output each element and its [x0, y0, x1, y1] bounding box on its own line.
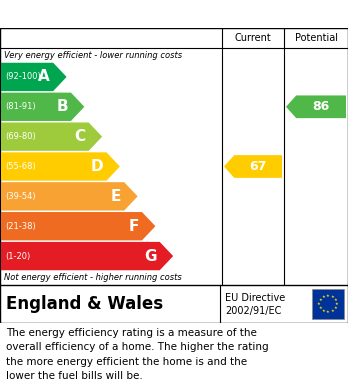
Polygon shape [1, 212, 156, 240]
Text: The energy efficiency rating is a measure of the
overall efficiency of a home. T: The energy efficiency rating is a measur… [6, 328, 269, 381]
Text: G: G [144, 249, 157, 264]
Bar [312, 289, 344, 319]
Text: F: F [129, 219, 139, 234]
Text: A: A [38, 70, 50, 84]
Polygon shape [1, 152, 120, 181]
Text: ★: ★ [326, 294, 330, 298]
Text: ★: ★ [322, 295, 325, 300]
Text: (1-20): (1-20) [5, 251, 30, 260]
Polygon shape [224, 155, 282, 178]
Text: B: B [56, 99, 68, 114]
Text: (39-54): (39-54) [5, 192, 35, 201]
Text: ★: ★ [318, 298, 322, 302]
Polygon shape [286, 95, 346, 118]
Text: D: D [91, 159, 103, 174]
Text: (69-80): (69-80) [5, 132, 36, 141]
Text: Not energy efficient - higher running costs: Not energy efficient - higher running co… [4, 273, 182, 283]
Text: (92-100): (92-100) [5, 72, 41, 81]
Text: ★: ★ [334, 306, 338, 310]
Text: ★: ★ [326, 310, 330, 314]
Text: 2002/91/EC: 2002/91/EC [225, 306, 282, 316]
Polygon shape [1, 122, 102, 151]
Text: ★: ★ [334, 298, 338, 302]
Text: ★: ★ [331, 308, 334, 313]
Polygon shape [1, 93, 84, 121]
Text: Potential: Potential [294, 33, 338, 43]
Text: England & Wales: England & Wales [6, 295, 163, 313]
Text: ★: ★ [331, 295, 334, 300]
Text: (81-91): (81-91) [5, 102, 35, 111]
Text: C: C [74, 129, 86, 144]
Text: Energy Efficiency Rating: Energy Efficiency Rating [6, 7, 197, 21]
Text: 67: 67 [250, 160, 267, 173]
Text: ★: ★ [318, 306, 322, 310]
Text: (55-68): (55-68) [5, 162, 36, 171]
Text: ★: ★ [317, 302, 321, 306]
Text: (21-38): (21-38) [5, 222, 36, 231]
Text: Very energy efficient - lower running costs: Very energy efficient - lower running co… [4, 50, 182, 59]
Text: 86: 86 [313, 100, 330, 113]
Text: ★: ★ [335, 302, 339, 306]
Text: ★: ★ [322, 308, 325, 313]
Polygon shape [1, 242, 173, 270]
Text: E: E [111, 189, 121, 204]
Text: Current: Current [235, 33, 271, 43]
Text: EU Directive: EU Directive [225, 293, 285, 303]
Polygon shape [1, 182, 138, 210]
Polygon shape [1, 63, 66, 91]
